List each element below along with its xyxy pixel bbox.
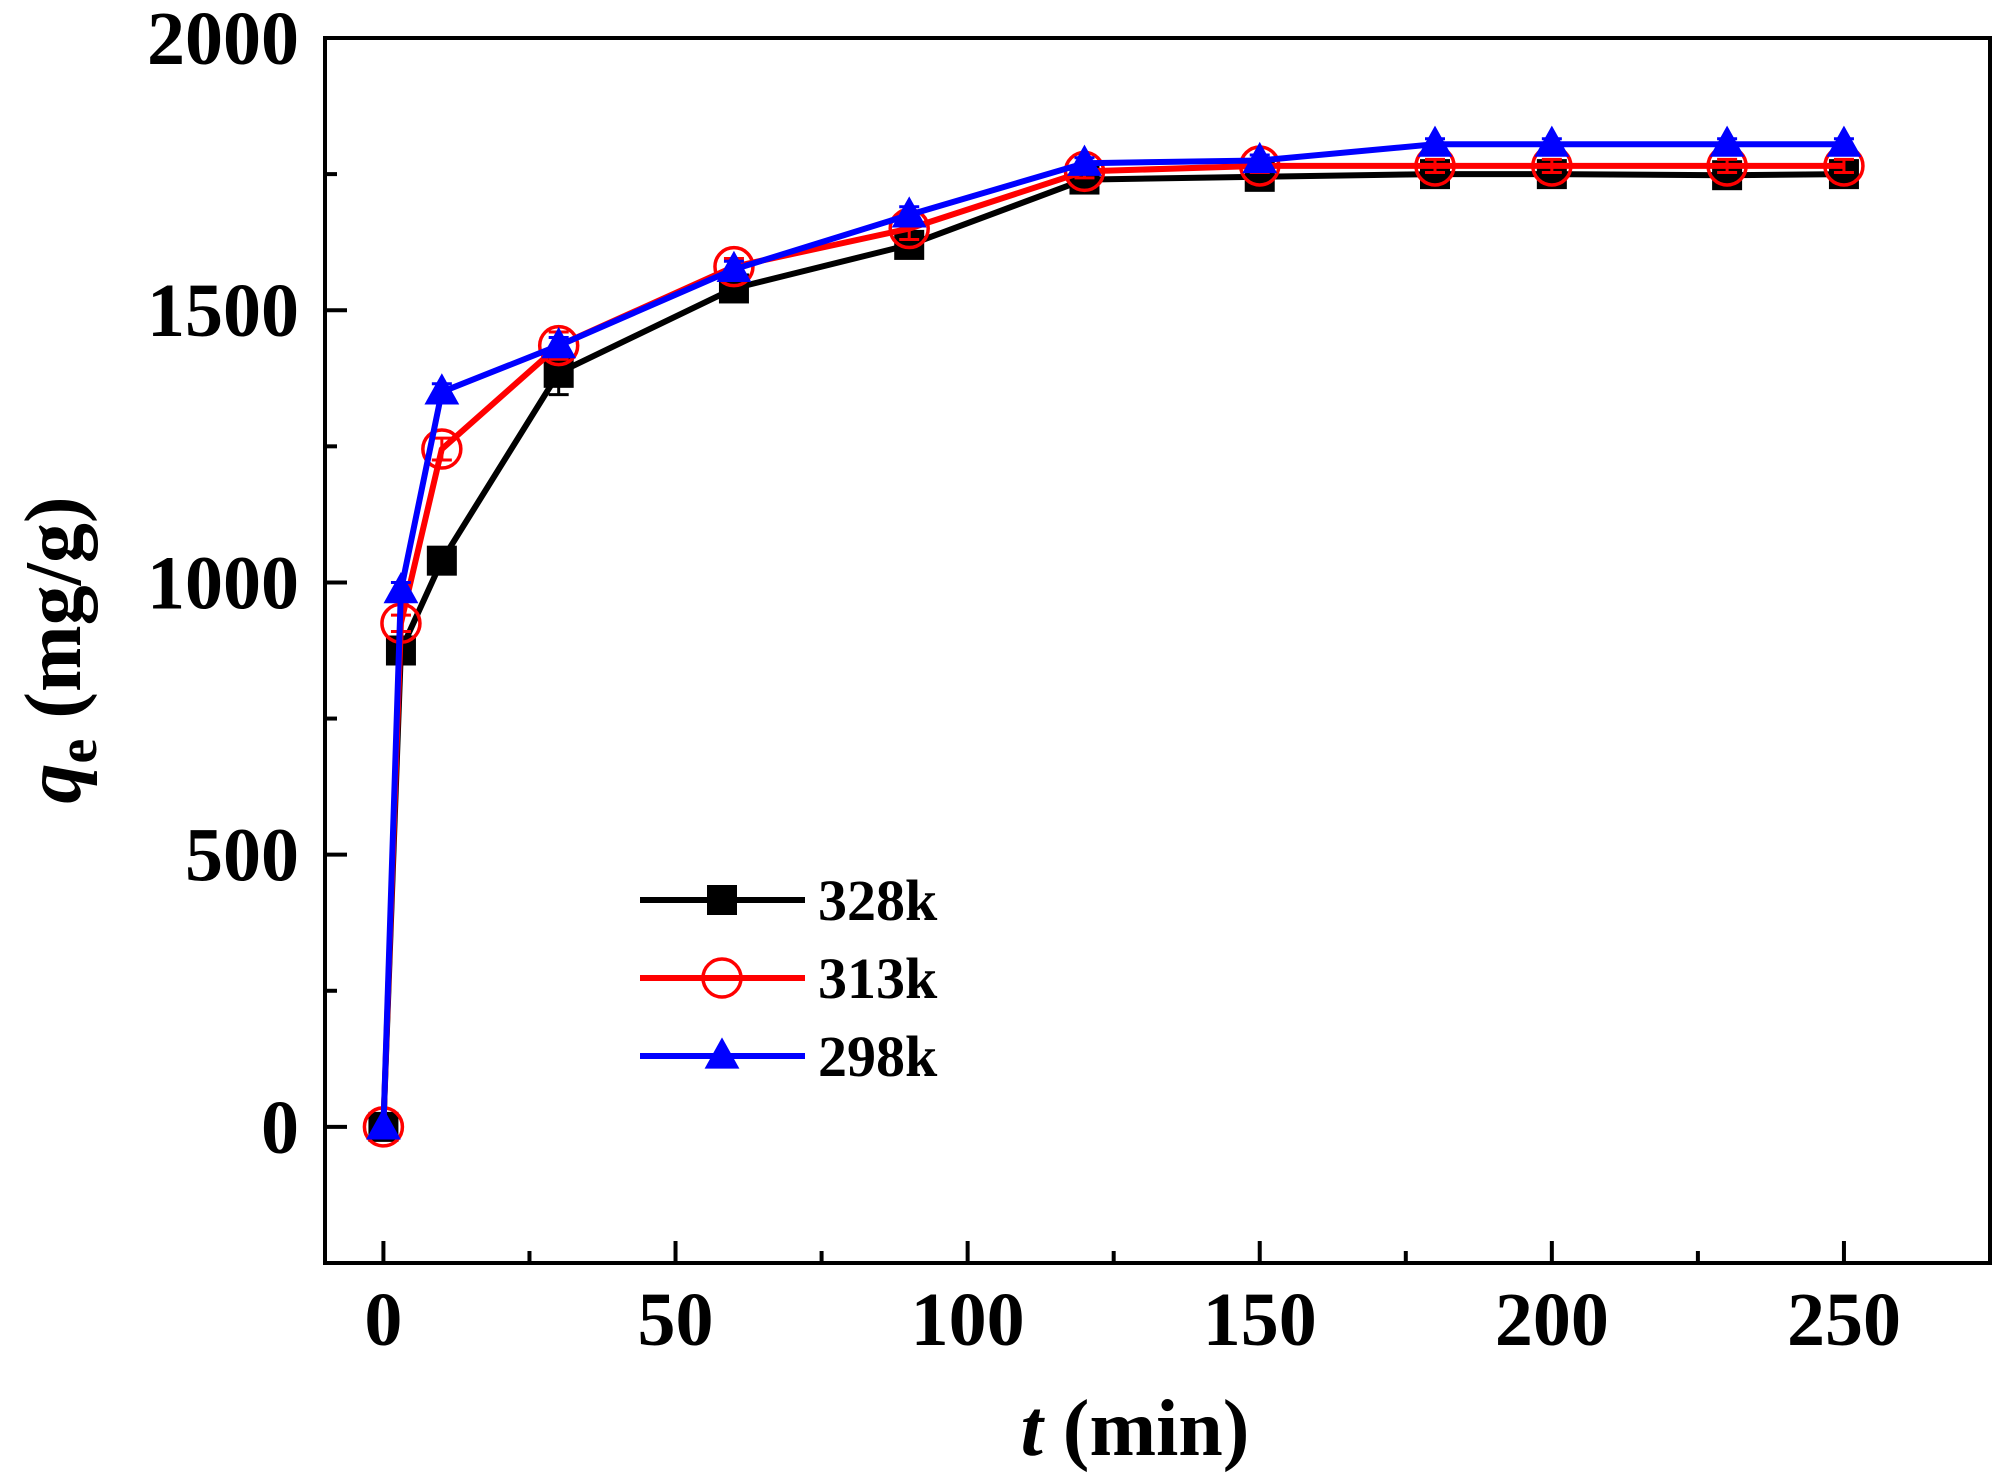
data-point-298k bbox=[1709, 125, 1745, 157]
series-298k bbox=[366, 125, 1862, 1140]
data-point-298k bbox=[1067, 144, 1102, 176]
legend-marker-313k bbox=[701, 957, 743, 999]
legend: 328k 313k 298k bbox=[640, 868, 938, 1089]
series-layer bbox=[362, 125, 1865, 1148]
x-axis-title-rest: (min) bbox=[1043, 1385, 1250, 1473]
data-point-313k bbox=[537, 324, 580, 367]
x-axis-title-italic: t bbox=[1021, 1385, 1046, 1473]
y-tick-label: 1000 bbox=[147, 541, 299, 625]
data-point-298k bbox=[1242, 141, 1278, 174]
data-point-298k bbox=[1826, 125, 1862, 157]
y-tick-label: 500 bbox=[185, 814, 299, 898]
legend-marker-328k bbox=[707, 885, 737, 915]
data-point-313k bbox=[421, 428, 463, 470]
data-point-313k bbox=[713, 245, 755, 288]
data-point-328k bbox=[426, 545, 457, 576]
y-tick-label: 2000 bbox=[147, 0, 299, 81]
x-tick-label: 200 bbox=[1495, 1278, 1609, 1362]
legend-label-328k: 328k bbox=[818, 868, 938, 933]
data-point-298k bbox=[424, 373, 460, 405]
x-tick-label: 50 bbox=[638, 1278, 714, 1362]
x-axis-title: t (min) bbox=[1021, 1385, 1250, 1473]
data-point-298k bbox=[891, 196, 927, 228]
y-tick-label: 1500 bbox=[147, 269, 299, 353]
legend-marker-298k bbox=[704, 1037, 740, 1069]
data-point-298k bbox=[383, 572, 419, 604]
x-tick-label: 100 bbox=[911, 1278, 1025, 1362]
y-tick-label: 0 bbox=[261, 1086, 299, 1170]
legend-label-298k: 298k bbox=[818, 1024, 938, 1089]
series-313k bbox=[362, 145, 1865, 1148]
data-point-298k bbox=[716, 250, 752, 282]
series-line-298k bbox=[380, 141, 1844, 1127]
series-line-328k bbox=[380, 171, 1844, 1128]
series-328k bbox=[368, 159, 1859, 1142]
axis-ticks bbox=[325, 36, 1846, 1263]
legend-label-313k: 313k bbox=[818, 946, 938, 1011]
x-tick-label: 150 bbox=[1203, 1278, 1317, 1362]
series-line-313k bbox=[380, 162, 1844, 1128]
x-tick-label: 250 bbox=[1787, 1278, 1901, 1362]
y-axis-title-rest: (mg/g) bbox=[10, 496, 98, 738]
data-point-298k bbox=[1417, 125, 1453, 157]
data-point-298k bbox=[366, 1108, 401, 1140]
data-point-298k bbox=[1534, 125, 1570, 157]
plot-frame bbox=[323, 36, 1992, 1265]
data-point-298k bbox=[541, 327, 577, 359]
y-axis-title-subscript: e bbox=[47, 739, 109, 764]
x-tick-label: 0 bbox=[364, 1278, 402, 1362]
y-axis-title-italic: q bbox=[10, 764, 98, 804]
axis-tick-labels: 0 50 100 150 200 250 0 500 1000 1500 2000 bbox=[147, 0, 1901, 1362]
y-axis-title: qe (mg/g) bbox=[10, 496, 109, 803]
